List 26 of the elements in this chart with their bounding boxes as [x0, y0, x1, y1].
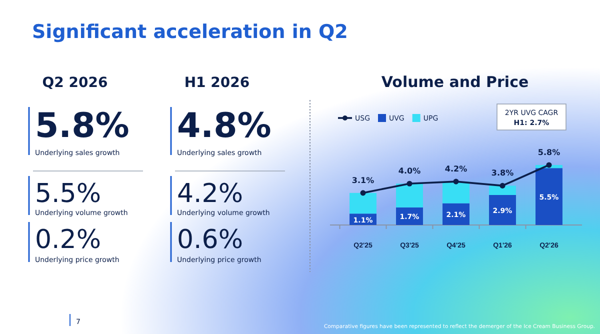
text: Significant acceleration in Q2	[32, 21, 348, 43]
bar	[536, 168, 562, 225]
data-label: 4.2%	[444, 164, 468, 174]
text: 4.2%	[177, 179, 244, 209]
data-label: 4.0%	[398, 166, 421, 176]
point	[360, 190, 366, 196]
point	[406, 180, 412, 186]
point	[546, 162, 552, 168]
data-label: 3.1%	[352, 176, 374, 185]
text: 4.8%	[177, 106, 272, 146]
bar	[396, 184, 423, 208]
point	[500, 182, 506, 188]
text: Q2 2026	[42, 75, 108, 91]
data-label: 3.8%	[491, 168, 514, 178]
text: 0.6%	[177, 225, 244, 255]
text: H1 2026	[184, 75, 250, 91]
point	[453, 178, 459, 184]
bar	[442, 182, 470, 204]
bar	[489, 186, 516, 195]
bar	[489, 195, 516, 225]
text: 5.8%	[35, 106, 130, 146]
data-label: 5.8%	[538, 148, 560, 157]
chart-title: Volume and Price	[381, 73, 529, 91]
bar	[350, 192, 376, 214]
text: 5.5%	[35, 179, 102, 209]
text: 0.2%	[35, 225, 102, 255]
